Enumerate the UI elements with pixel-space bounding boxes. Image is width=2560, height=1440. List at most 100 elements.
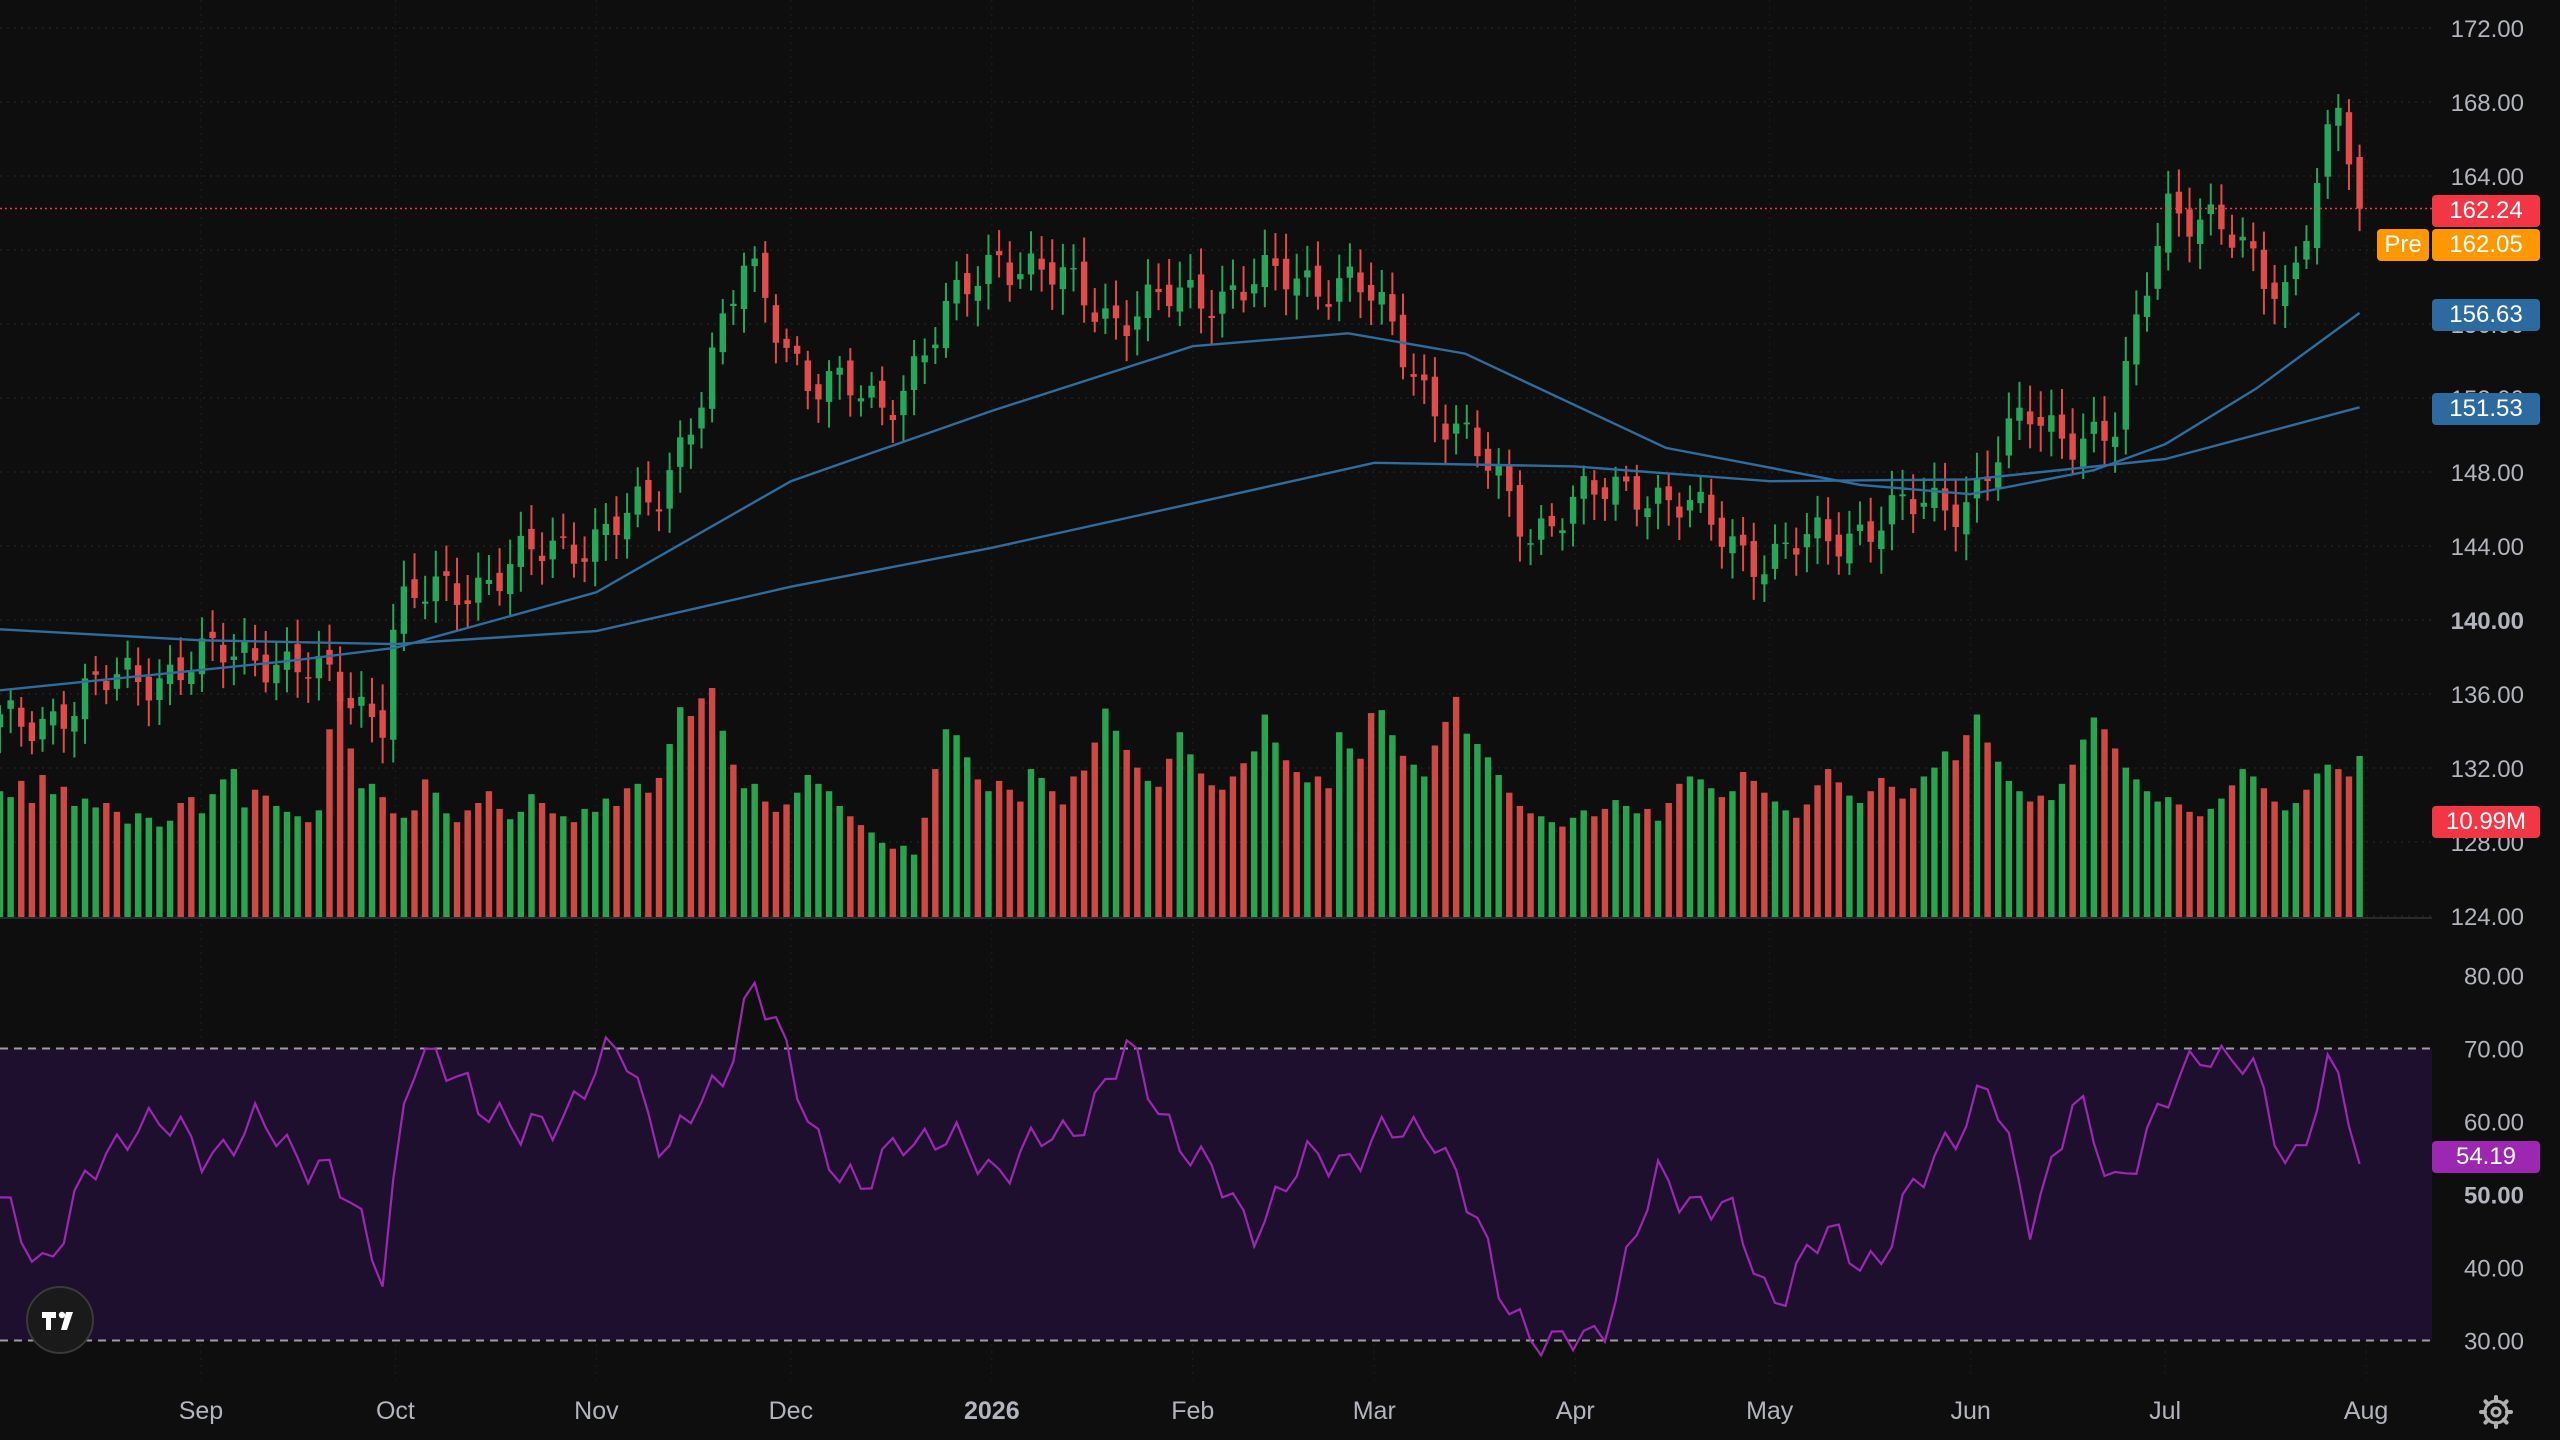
candle — [1219, 265, 1226, 338]
candle-body — [645, 479, 652, 503]
candle — [1240, 266, 1247, 313]
candle-body — [900, 390, 907, 416]
volume-bar — [1102, 708, 1109, 918]
candle-body — [188, 672, 195, 685]
volume-bar — [2324, 764, 2331, 918]
candle-body — [1814, 517, 1821, 539]
candle — [2026, 385, 2034, 449]
volume-bar — [1421, 776, 1428, 918]
tradingview-logo-icon[interactable] — [26, 1286, 94, 1354]
candle-body — [719, 313, 726, 353]
candle-body — [1155, 288, 1162, 293]
candle — [1878, 506, 1885, 574]
volume-bar — [283, 811, 291, 918]
candle-body — [2335, 107, 2342, 126]
time-tick-label: Aug — [2344, 1397, 2388, 1425]
candle — [878, 366, 886, 426]
volume-bar — [985, 791, 992, 918]
candle — [1995, 436, 2002, 501]
candle — [39, 706, 46, 752]
candle-body — [1495, 464, 1502, 476]
candle-body — [1973, 478, 1981, 499]
candle-body — [1112, 305, 1120, 319]
candle-body — [1888, 495, 1896, 525]
volume-bar — [1548, 822, 1556, 918]
candle-body — [496, 572, 503, 591]
volume-bar — [942, 729, 950, 918]
volume-bar — [230, 769, 238, 918]
candle-body — [71, 715, 78, 732]
volume-bar — [496, 808, 503, 918]
volume-bar — [336, 693, 344, 918]
candle — [804, 350, 811, 410]
volume-bar — [570, 822, 578, 918]
volume-bar — [1208, 785, 1215, 918]
candle-body — [974, 285, 982, 301]
volume-bar — [719, 730, 726, 918]
candle — [453, 557, 461, 631]
candle — [28, 711, 36, 755]
volume-bar — [783, 804, 790, 918]
candle — [1782, 522, 1789, 559]
candle-body — [2228, 234, 2236, 248]
volume-bar — [2345, 776, 2353, 918]
volume-bar — [2175, 804, 2183, 918]
volume-bar — [1633, 813, 1641, 918]
candle-body — [2090, 421, 2098, 434]
volume-bar — [772, 811, 780, 918]
candle-body — [1665, 486, 1672, 501]
candle-body — [655, 509, 663, 512]
candle — [2090, 396, 2098, 453]
time-tick-label: Oct — [376, 1397, 415, 1425]
volume-bar — [2069, 764, 2076, 918]
candle — [368, 677, 376, 743]
candle-body — [2069, 433, 2076, 460]
candle-body — [1537, 518, 1545, 540]
candle — [145, 658, 153, 727]
volume-bar — [1399, 755, 1407, 918]
candle — [1697, 476, 1704, 513]
volume-bar — [613, 805, 620, 918]
candle-body — [124, 657, 131, 670]
gear-icon[interactable] — [2476, 1392, 2516, 1432]
volume-bar — [1665, 803, 1672, 918]
candle-body — [1442, 423, 1449, 440]
volume-bar — [2165, 797, 2172, 918]
candle — [400, 560, 408, 651]
volume-bar — [71, 805, 78, 918]
candle-body — [2250, 241, 2257, 249]
rsi-panel — [0, 980, 2432, 1358]
candle — [2143, 272, 2151, 332]
volume-bar — [1899, 798, 1906, 918]
volume-bar — [421, 779, 429, 918]
candle — [1091, 288, 1098, 333]
candle-body — [1357, 272, 1364, 293]
candle — [1197, 248, 1205, 334]
candle-body — [2218, 204, 2225, 230]
candle — [1537, 505, 1545, 556]
candle-body — [1686, 500, 1694, 511]
volume-bar — [560, 816, 567, 918]
candle — [953, 261, 960, 321]
candle-body — [1654, 487, 1662, 504]
candle-body — [623, 512, 631, 540]
volume-bar — [1941, 751, 1949, 918]
candle — [1102, 283, 1109, 335]
volume-bar — [2207, 808, 2214, 918]
candle — [719, 299, 726, 365]
candle — [932, 327, 939, 365]
candle-body — [432, 576, 439, 602]
candle-body — [2239, 236, 2246, 241]
candle-body — [2324, 124, 2331, 177]
candle — [900, 375, 907, 441]
candle — [1134, 291, 1141, 356]
volume-bar — [273, 805, 280, 918]
candle-body — [1293, 278, 1300, 296]
candle-body — [2058, 414, 2066, 439]
candle — [177, 637, 184, 696]
time-axis[interactable]: Sep Oct Nov Dec 2026 Feb Mar Apr May Jun Jul Aug — [179, 1397, 2389, 1425]
candle — [1421, 354, 1428, 405]
volume-bar — [932, 769, 939, 918]
volume-bar — [390, 813, 397, 918]
